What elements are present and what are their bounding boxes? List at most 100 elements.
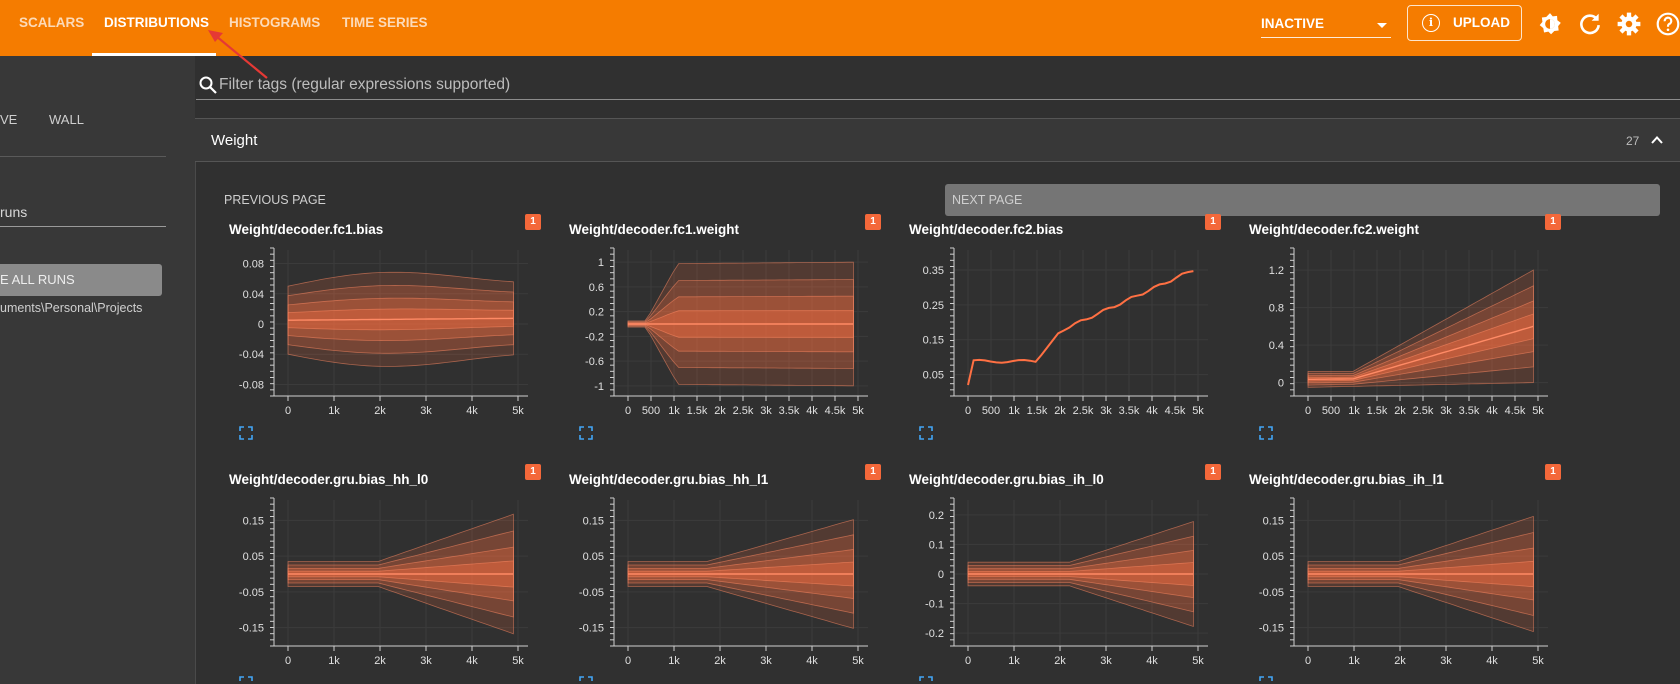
y-tick-label: -0.2 (925, 628, 944, 640)
x-tick-label: 2k (374, 405, 386, 417)
fullscreen-icon[interactable] (239, 676, 253, 684)
x-tick-label: 1.5k (687, 405, 708, 417)
x-tick-label: 2k (1054, 405, 1066, 417)
x-tick-label: 4k (466, 405, 478, 417)
x-tick-label: 5k (1192, 655, 1204, 667)
chart-card: Weight/decoder.gru.bias_hh_l1 1 0.15 0.05 -0… (553, 464, 881, 684)
y-tick-label: -0.6 (585, 356, 604, 368)
settings-icon[interactable] (1616, 11, 1642, 37)
previous-page-button[interactable]: PREVIOUS PAGE (224, 193, 326, 207)
x-tick-label: 500 (982, 405, 1000, 417)
y-tick-label: 0.35 (923, 265, 944, 277)
x-tick-label: 3k (420, 405, 432, 417)
sidebar-tab-wall[interactable]: WALL (49, 112, 84, 127)
chart-title: Weight/decoder.fc2.bias (909, 222, 1064, 237)
chart-title: Weight/decoder.fc1.bias (229, 222, 384, 237)
y-tick-label: 0.2 (929, 510, 944, 522)
fullscreen-icon[interactable] (579, 426, 593, 440)
y-tick-label: -0.08 (239, 379, 264, 391)
run-count-badge: 1 (1545, 464, 1561, 480)
distribution-band (1307, 269, 1534, 388)
fullscreen-icon[interactable] (919, 426, 933, 440)
tab-scalars[interactable]: SCALARS (19, 15, 85, 30)
x-tick-label: 4k (806, 405, 818, 417)
y-tick-label: 0.2 (589, 307, 604, 319)
toggle-all-runs-button[interactable]: E ALL RUNS (0, 264, 162, 296)
distribution-chart[interactable]: 0.15 0.05 -0.05 -0.15 0 1k 2k 3k 4k 5k (563, 490, 883, 667)
run-count-badge: 1 (865, 214, 881, 230)
chart-card: Weight/decoder.fc2.bias 1 0.35 0.25 0.15 0.05… (893, 214, 1221, 464)
x-tick-label: 5k (852, 405, 864, 417)
y-tick-label: -0.1 (925, 599, 944, 611)
fullscreen-icon[interactable] (1259, 676, 1273, 684)
x-tick-label: 1.5k (1027, 405, 1048, 417)
fullscreen-icon[interactable] (919, 676, 933, 684)
chevron-up-icon[interactable] (1650, 133, 1664, 147)
chart-card: Weight/decoder.gru.bias_hh_l0 1 0.15 0.05 -0… (213, 464, 541, 684)
y-tick-label: -0.05 (579, 587, 604, 599)
inactive-plugins-select[interactable]: INACTIVE (1261, 12, 1391, 38)
tag-filter[interactable]: Filter tags (regular expressions support… (196, 72, 1680, 100)
sidebar-tab-relative[interactable]: VE (0, 112, 18, 127)
fullscreen-icon[interactable] (579, 676, 593, 684)
distribution-chart[interactable]: 1.2 0.8 0.4 0 0 500 1k 1.5k 2k 2.5k 3k 3.5k 4k 4.5k 5k (1243, 240, 1563, 417)
group-header[interactable]: Weight 27 (195, 118, 1680, 162)
x-tick-label: 0 (1305, 655, 1311, 667)
fullscreen-icon[interactable] (1259, 426, 1273, 440)
info-icon: i (1422, 14, 1440, 32)
y-tick-label: 0.8 (1269, 303, 1284, 315)
x-tick-label: 3k (1100, 405, 1112, 417)
refresh-icon[interactable] (1577, 11, 1603, 37)
next-page-button[interactable]: NEXT PAGE (945, 184, 1660, 216)
brightness-icon[interactable] (1537, 11, 1563, 37)
y-tick-label: 1.2 (1269, 265, 1284, 277)
chart-title: Weight/decoder.gru.bias_hh_l1 (569, 472, 769, 487)
x-tick-label: 2k (714, 405, 726, 417)
x-tick-label: 4k (1146, 405, 1158, 417)
distribution-chart[interactable]: 0.08 0.04 0 -0.04 -0.08 0 1k 2k 3k 4k 5k (223, 240, 543, 417)
y-tick-label: -1 (594, 381, 604, 393)
x-tick-label: 0 (625, 655, 631, 667)
x-tick-label: 3k (420, 655, 432, 667)
x-tick-label: 2.5k (1073, 405, 1094, 417)
active-tab-indicator (92, 53, 216, 56)
search-placeholder: Filter tags (regular expressions support… (219, 76, 511, 93)
x-tick-label: 1k (328, 655, 340, 667)
y-tick-label: -0.15 (1259, 623, 1284, 635)
distribution-chart[interactable]: 0.15 0.05 -0.05 -0.15 0 1k 2k 3k 4k 5k (1243, 490, 1563, 667)
y-tick-label: 0.1 (929, 539, 944, 551)
group-body: PREVIOUS PAGE NEXT PAGE Weight/decoder.f… (195, 162, 1680, 684)
y-tick-label: 0.25 (923, 300, 944, 312)
distribution-chart[interactable]: 0.35 0.25 0.15 0.05 0 500 1k 1.5k 2k 2.5k 3k 3.5k 4k… (903, 240, 1223, 417)
upload-label: UPLOAD (1453, 15, 1510, 30)
tab-time-series[interactable]: TIME SERIES (342, 15, 428, 30)
select-value: INACTIVE (1261, 16, 1325, 31)
x-tick-label: 4k (1486, 655, 1498, 667)
y-tick-label: 0.05 (923, 370, 944, 382)
distribution-band (1307, 285, 1534, 386)
x-tick-label: 1k (668, 405, 680, 417)
chart-card: Weight/decoder.fc1.weight 1 1 0.6 0.2 -0.2 -0.… (553, 214, 881, 464)
x-tick-label: 1k (668, 655, 680, 667)
run-directory-path: uments\Personal\Projects (0, 301, 143, 315)
help-icon[interactable] (1655, 11, 1680, 37)
filter-runs-input[interactable]: runs (0, 204, 28, 220)
run-count-badge: 1 (865, 464, 881, 480)
top-app-bar: SCALARS DISTRIBUTIONS HISTOGRAMS TIME SE… (0, 0, 1680, 56)
distribution-chart[interactable]: 0.2 0.1 0 -0.1 -0.2 0 1k 2k 3k 4k 5k (903, 490, 1223, 667)
fullscreen-icon[interactable] (239, 426, 253, 440)
x-tick-label: 0 (965, 405, 971, 417)
y-tick-label: 0 (1278, 378, 1284, 390)
tab-histograms[interactable]: HISTOGRAMS (229, 15, 321, 30)
distribution-chart[interactable]: 0.15 0.05 -0.05 -0.15 0 1k 2k 3k 4k 5k (223, 490, 543, 667)
y-tick-label: 0.05 (243, 551, 264, 563)
x-tick-label: 3k (760, 405, 772, 417)
chart-title: Weight/decoder.gru.bias_hh_l0 (229, 472, 429, 487)
tab-distributions[interactable]: DISTRIBUTIONS (104, 15, 210, 30)
chart-card: Weight/decoder.gru.bias_ih_l1 1 0.15 0.05 -0… (1233, 464, 1561, 684)
distribution-chart[interactable]: 1 0.6 0.2 -0.2 -0.6 -1 0 500 1k 1.5k 2k 2.5k 3k 3.5k 4… (563, 240, 883, 417)
chart-card: Weight/decoder.gru.bias_ih_l0 1 0.2 0.1 0 -0.… (893, 464, 1221, 684)
y-tick-label: 0.05 (583, 551, 604, 563)
upload-button[interactable]: i UPLOAD (1407, 5, 1522, 41)
chart-title: Weight/decoder.gru.bias_ih_l1 (1249, 472, 1444, 487)
